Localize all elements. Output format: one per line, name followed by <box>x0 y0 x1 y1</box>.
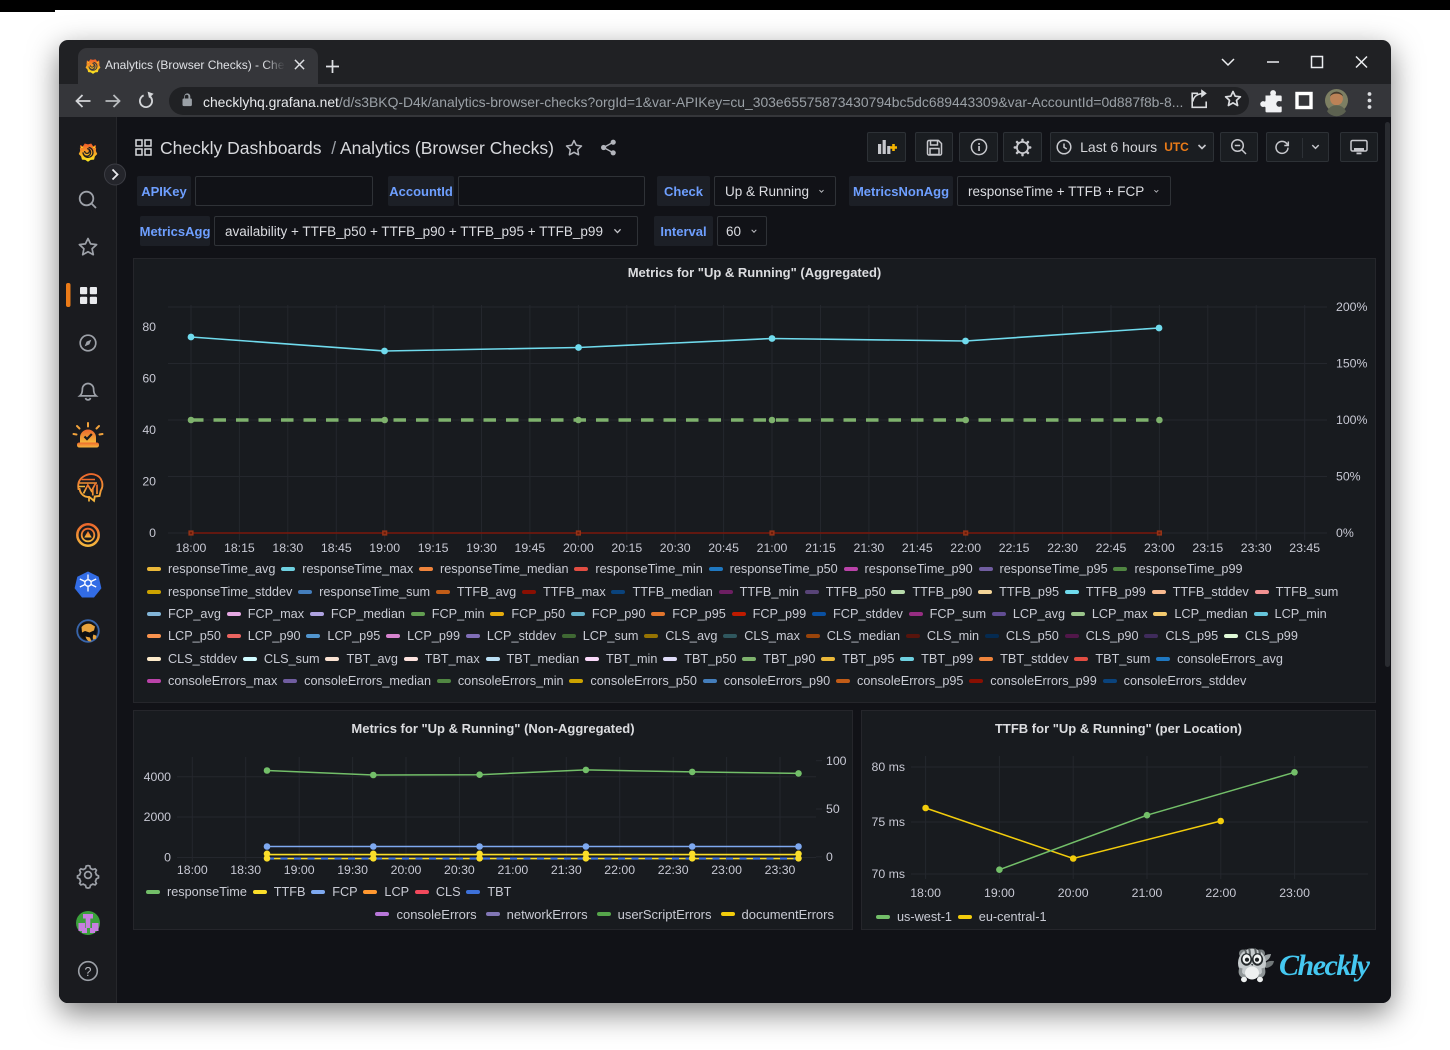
svg-text:21:00: 21:00 <box>498 863 529 877</box>
svg-text:19:00: 19:00 <box>284 863 315 877</box>
svg-text:20:30: 20:30 <box>660 541 691 555</box>
svg-text:0%: 0% <box>1336 526 1354 540</box>
svg-text:19:45: 19:45 <box>515 541 546 555</box>
svg-text:40: 40 <box>142 423 156 437</box>
svg-text:200%: 200% <box>1336 300 1368 314</box>
svg-text:80 ms: 80 ms <box>872 760 906 774</box>
svg-text:22:45: 22:45 <box>1096 541 1127 555</box>
svg-text:18:00: 18:00 <box>176 541 207 555</box>
svg-text:22:15: 22:15 <box>999 541 1030 555</box>
svg-text:23:00: 23:00 <box>711 863 742 877</box>
svg-text:23:00: 23:00 <box>1279 886 1310 900</box>
svg-text:?: ? <box>85 965 92 979</box>
svg-text:0: 0 <box>164 851 171 865</box>
svg-text:100%: 100% <box>1336 413 1368 427</box>
svg-text:23:45: 23:45 <box>1289 541 1320 555</box>
svg-text:22:00: 22:00 <box>1205 886 1236 900</box>
svg-text:18:30: 18:30 <box>230 863 261 877</box>
svg-text:22:30: 22:30 <box>658 863 689 877</box>
svg-text:18:00: 18:00 <box>177 863 208 877</box>
svg-text:150%: 150% <box>1336 357 1368 371</box>
svg-text:20: 20 <box>142 475 156 489</box>
svg-text:23:30: 23:30 <box>1241 541 1272 555</box>
svg-text:21:15: 21:15 <box>805 541 836 555</box>
svg-text:22:30: 22:30 <box>1047 541 1078 555</box>
svg-text:23:15: 23:15 <box>1192 541 1223 555</box>
svg-text:21:45: 21:45 <box>902 541 933 555</box>
svg-text:19:30: 19:30 <box>466 541 497 555</box>
svg-text:19:30: 19:30 <box>337 863 368 877</box>
svg-text:18:30: 18:30 <box>272 541 303 555</box>
svg-text:100: 100 <box>826 754 847 768</box>
svg-text:4000: 4000 <box>144 770 172 784</box>
svg-text:22:00: 22:00 <box>604 863 635 877</box>
svg-text:20:00: 20:00 <box>1058 886 1089 900</box>
svg-text:18:15: 18:15 <box>224 541 255 555</box>
svg-text:50: 50 <box>826 802 840 816</box>
svg-text:19:15: 19:15 <box>418 541 449 555</box>
svg-text:23:00: 23:00 <box>1144 541 1175 555</box>
svg-text:20:45: 20:45 <box>708 541 739 555</box>
svg-text:21:00: 21:00 <box>757 541 788 555</box>
svg-text:19:00: 19:00 <box>984 886 1015 900</box>
svg-text:23:30: 23:30 <box>765 863 796 877</box>
svg-text:75 ms: 75 ms <box>872 815 906 829</box>
svg-text:2000: 2000 <box>144 810 172 824</box>
svg-text:60: 60 <box>142 372 156 386</box>
svg-text:21:30: 21:30 <box>854 541 885 555</box>
svg-text:50%: 50% <box>1336 470 1361 484</box>
svg-text:20:30: 20:30 <box>444 863 475 877</box>
svg-text:80: 80 <box>142 320 156 334</box>
svg-text:0: 0 <box>149 526 156 540</box>
svg-text:21:30: 21:30 <box>551 863 582 877</box>
svg-text:20:15: 20:15 <box>611 541 642 555</box>
svg-text:18:00: 18:00 <box>910 886 941 900</box>
svg-text:20:00: 20:00 <box>563 541 594 555</box>
svg-text:21:00: 21:00 <box>1132 886 1163 900</box>
svg-text:22:00: 22:00 <box>950 541 981 555</box>
svg-text:20:00: 20:00 <box>391 863 422 877</box>
svg-text:70 ms: 70 ms <box>872 867 906 881</box>
svg-text:0: 0 <box>826 850 833 864</box>
svg-text:18:45: 18:45 <box>321 541 352 555</box>
svg-text:19:00: 19:00 <box>369 541 400 555</box>
